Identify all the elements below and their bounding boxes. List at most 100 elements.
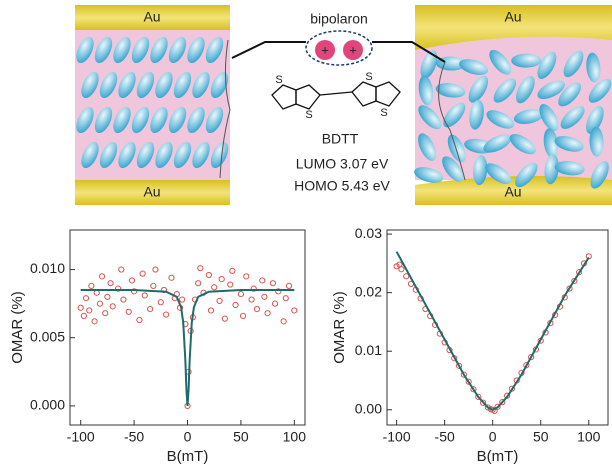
molecule-icon <box>136 71 155 99</box>
plot-frame <box>386 229 609 426</box>
molecule-icon <box>418 75 434 106</box>
charge <box>315 40 335 60</box>
electrode <box>415 5 612 50</box>
data-point <box>282 295 289 302</box>
molecule-icon <box>192 141 210 169</box>
data-point <box>528 353 535 361</box>
data-point <box>125 308 132 315</box>
molecule-icon <box>544 154 559 185</box>
molecule-icon <box>537 80 565 100</box>
molecule-icon <box>558 82 582 107</box>
label: S <box>305 109 312 121</box>
molecule-icon <box>515 162 538 188</box>
molecule-icon <box>443 102 466 128</box>
molecule-icon <box>205 106 224 134</box>
data-point <box>77 304 84 311</box>
data-point <box>139 270 146 277</box>
label: bipolaron <box>310 11 368 27</box>
data-point <box>475 393 482 400</box>
fit-line <box>80 289 295 406</box>
molecule-icon <box>131 106 150 134</box>
molecule-icon <box>173 141 192 169</box>
electrode <box>75 180 230 205</box>
molecule-icon <box>113 106 131 134</box>
data-point <box>566 285 573 292</box>
label: S <box>365 71 372 83</box>
charge <box>343 40 363 60</box>
molecule-icon <box>493 78 517 103</box>
x-tick-label: 100 <box>577 429 601 445</box>
molecule-icon <box>210 141 229 169</box>
molecule-icon <box>187 106 205 134</box>
molecule-icon <box>590 160 609 189</box>
label: + <box>349 42 357 57</box>
molecule-icon <box>418 105 442 130</box>
data-point <box>152 266 159 273</box>
data-point <box>576 269 583 276</box>
molecule-icon <box>131 36 150 64</box>
data-point <box>98 273 106 280</box>
molecule-icon <box>414 167 444 183</box>
x-tick-label: 100 <box>283 429 307 445</box>
molecule-icon <box>173 71 192 99</box>
label: Au <box>143 9 160 25</box>
data-point <box>243 273 250 280</box>
data-point <box>205 271 212 279</box>
molecule-icon <box>81 141 99 169</box>
label: Au <box>143 184 160 200</box>
molecule-icon <box>155 141 173 169</box>
molecule-icon <box>113 36 131 64</box>
x-axis-label: B(mT) <box>477 448 519 465</box>
data-point <box>479 399 487 406</box>
molecule-icon <box>76 106 94 134</box>
label: HOMO 5.43 eV <box>294 178 390 194</box>
data-point <box>571 277 578 285</box>
label: BDTT <box>322 131 359 147</box>
data-point <box>261 293 268 300</box>
molecule-icon <box>168 36 187 64</box>
x-tick-label: 0 <box>489 429 497 445</box>
molecule-icon <box>136 141 155 169</box>
molecule-icon <box>420 50 438 79</box>
connector <box>231 41 306 59</box>
x-tick-label: 0 <box>184 429 192 445</box>
label: + <box>321 42 329 57</box>
data-point <box>216 297 223 305</box>
data-point <box>141 292 148 299</box>
molecule-icon <box>192 71 210 99</box>
molecule-icon <box>99 71 118 99</box>
molecule-icon <box>150 106 168 134</box>
molecule-icon <box>586 105 604 134</box>
data-point <box>179 296 186 303</box>
y-tick-label: 0.02 <box>355 283 382 299</box>
data-point <box>280 318 287 325</box>
data-point <box>107 280 114 287</box>
molecule-icon <box>210 71 229 99</box>
data-point <box>237 290 245 298</box>
crack <box>438 61 466 181</box>
molecule-icon <box>99 141 118 169</box>
data-point <box>80 312 87 320</box>
data-point <box>499 399 506 406</box>
molecule-icon <box>94 106 113 134</box>
data-point <box>136 316 143 324</box>
label: S <box>275 74 282 86</box>
data-point <box>88 282 95 290</box>
data-point <box>460 371 467 378</box>
data-point <box>147 305 154 313</box>
molecule-icon <box>459 59 489 75</box>
molecule-icon <box>118 71 136 99</box>
data-point <box>104 293 111 300</box>
data-point <box>128 277 136 284</box>
molecule-icon <box>586 52 601 83</box>
y-tick-label: 0.000 <box>30 397 65 413</box>
molecule-icon <box>81 71 99 99</box>
x-tick-label: -100 <box>383 429 411 445</box>
molecule-icon <box>155 71 173 99</box>
data-point <box>195 280 202 287</box>
data-point <box>227 281 234 288</box>
data-point <box>82 295 90 302</box>
molecule-icon <box>118 141 136 169</box>
data-point <box>218 275 225 283</box>
data-point <box>163 311 170 318</box>
